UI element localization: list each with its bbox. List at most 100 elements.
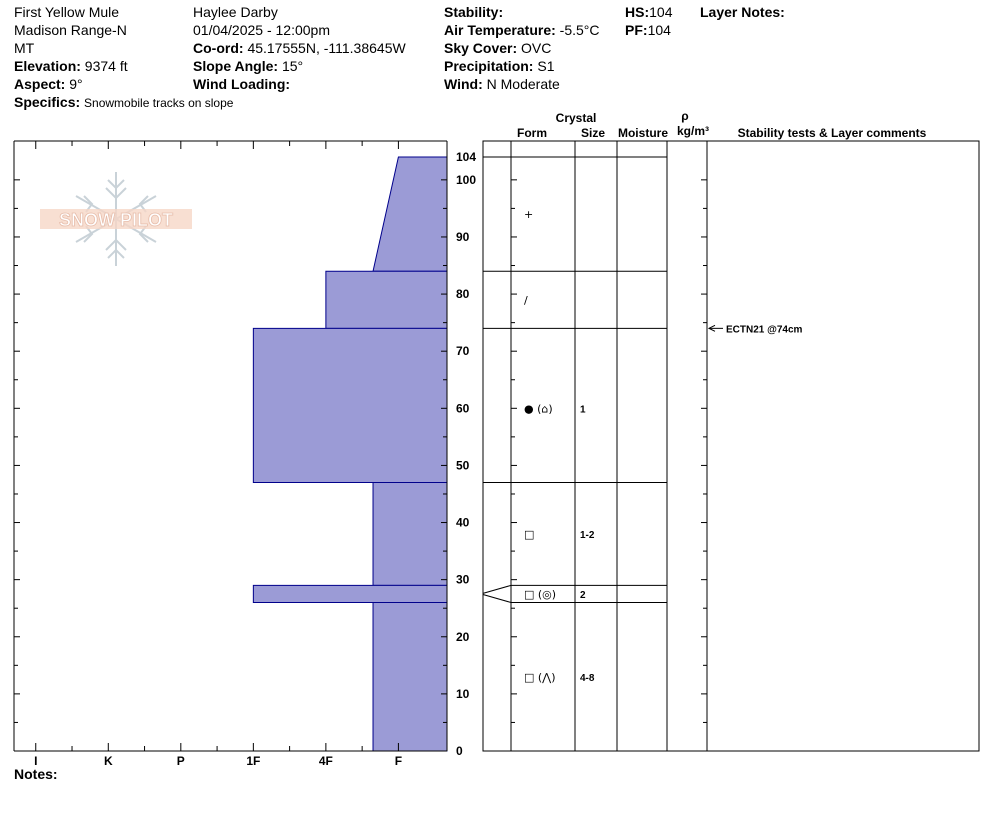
pf-field: PF:104 <box>625 21 671 39</box>
wind-loading-field: Wind Loading: <box>193 75 290 93</box>
hardness-layer-5 <box>372 602 448 752</box>
sky-cover-value: OVC <box>521 40 552 56</box>
stability-tests-header: Stability tests & Layer comments <box>738 126 927 140</box>
height-label: 60 <box>456 401 470 415</box>
sky-cover-label: Sky Cover: <box>444 40 518 56</box>
moisture-header: Moisture <box>618 126 668 140</box>
air-temp-label: Air Temperature: <box>444 22 556 38</box>
grain-form-symbol: □ (◎) <box>524 588 556 601</box>
wind-value: N Moderate <box>486 76 560 92</box>
grain-form-symbol: □ (⋀) <box>524 671 556 684</box>
height-label: 80 <box>456 287 470 301</box>
coord-label: Co-ord: <box>193 40 244 56</box>
hardness-tick-marks <box>14 141 447 752</box>
height-label: 40 <box>456 516 470 530</box>
height-label: 50 <box>456 458 470 472</box>
grain-size: 1 <box>580 404 586 415</box>
layer-cells: + / ● (⌂) 1 □ 1-2 □ (◎) 2 □ (⋀) 4-8 <box>524 208 595 684</box>
height-label: 20 <box>456 630 470 644</box>
height-label: 104 <box>456 150 476 164</box>
coord-value: 45.17555N, -111.38645W <box>247 40 406 56</box>
grain-form-symbol: ● (⌂) <box>524 402 553 415</box>
aspect-value: 9° <box>69 76 83 92</box>
crystal-header: Crystal <box>556 111 597 125</box>
height-label: 10 <box>456 687 470 701</box>
elevation-field: Elevation: 9374 ft <box>14 57 128 75</box>
grain-size: 1-2 <box>580 530 595 541</box>
hardness-label: 4F <box>319 754 333 768</box>
wind-field: Wind: N Moderate <box>444 75 560 93</box>
grain-form-symbol: + <box>524 208 533 221</box>
hs-field: HS:104 <box>625 3 672 21</box>
snowpilot-logo: SNOW PILOT <box>40 172 192 266</box>
notes-field: Notes: <box>14 765 58 783</box>
elevation-label: Elevation: <box>14 58 81 74</box>
aspect-label: Aspect: <box>14 76 66 92</box>
hardness-layer-0 <box>372 156 448 272</box>
layer-boundary-connector <box>482 594 512 603</box>
layer-boundary-lines <box>482 156 667 603</box>
hardness-label: P <box>177 754 185 768</box>
observer-name: Haylee Darby <box>193 4 278 20</box>
slope-label: Slope Angle: <box>193 58 279 74</box>
slope-value: 15° <box>281 58 304 74</box>
hardness-axis-labels: I K P 1F 4F F <box>34 754 402 768</box>
precip-label: Precipitation: <box>444 58 534 74</box>
hardness-label: 1F <box>246 754 260 768</box>
height-axis-labels: 0 10 20 30 40 50 60 70 80 90 100 104 <box>456 150 476 758</box>
air-temp-field: Air Temperature: -5.5°C <box>444 21 600 39</box>
stability-field: Stability: <box>444 3 503 21</box>
density-symbol-header: ρ <box>681 109 688 123</box>
elevation-value: 9374 ft <box>84 58 128 74</box>
layer-boundary-connector <box>482 584 512 594</box>
hardness-profile-fill <box>252 156 448 752</box>
hardness-layer-3 <box>372 482 448 586</box>
pf-label: PF: <box>625 22 648 38</box>
wind-loading-label: Wind Loading: <box>193 76 291 92</box>
sky-cover-field: Sky Cover: OVC <box>444 39 551 57</box>
observation-datetime: 01/04/2025 - 12:00pm <box>193 22 330 38</box>
specifics-value: Snowmobile tracks on slope <box>84 96 234 110</box>
grain-size: 4-8 <box>580 673 595 684</box>
layer-table-header: Crystal Form Size Moisture ρ kg/m³ Stabi… <box>517 109 927 140</box>
state-name: MT <box>14 40 35 56</box>
grain-size: 2 <box>580 590 586 601</box>
coord-field: Co-ord: 45.17555N, -111.38645W <box>193 39 406 57</box>
hs-value: 104 <box>649 4 673 20</box>
density-unit-header: kg/m³ <box>677 124 709 138</box>
hardness-label: F <box>395 754 402 768</box>
precip-field: Precipitation: S1 <box>444 57 554 75</box>
form-header: Form <box>517 126 547 140</box>
hardness-layer-4 <box>252 584 448 603</box>
wind-label: Wind: <box>444 76 483 92</box>
height-label: 100 <box>456 173 476 187</box>
air-temp-value: -5.5°C <box>559 22 600 38</box>
size-header: Size <box>581 126 605 140</box>
layer-notes-field: Layer Notes: <box>700 3 785 21</box>
pf-value: 104 <box>647 22 671 38</box>
height-label: 90 <box>456 230 470 244</box>
height-label: 70 <box>456 344 470 358</box>
precip-value: S1 <box>537 58 555 74</box>
notes-label: Notes: <box>14 766 58 782</box>
stability-label: Stability: <box>444 4 504 20</box>
stability-tests: ECTN21 @74cm <box>707 324 803 335</box>
slope-field: Slope Angle: 15° <box>193 57 303 75</box>
hardness-plot-frame <box>13 140 448 752</box>
hardness-layer-2 <box>252 327 448 484</box>
hardness-layer-1 <box>325 270 448 329</box>
grain-form-symbol: / <box>524 294 528 307</box>
layer-notes-label: Layer Notes: <box>700 4 785 20</box>
layer-table-ticks <box>511 179 707 752</box>
range-name: Madison Range-N <box>14 22 127 38</box>
aspect-field: Aspect: 9° <box>14 75 83 93</box>
height-label: 0 <box>456 744 463 758</box>
specifics-label: Specifics: <box>14 94 81 110</box>
location-name: First Yellow Mule <box>14 4 120 20</box>
specifics-field: Specifics: Snowmobile tracks on slope <box>14 93 233 112</box>
layer-table-frame <box>482 140 980 752</box>
stability-test-arrow <box>707 324 716 332</box>
hs-label: HS: <box>625 4 650 20</box>
grain-form-symbol: □ <box>524 528 534 541</box>
